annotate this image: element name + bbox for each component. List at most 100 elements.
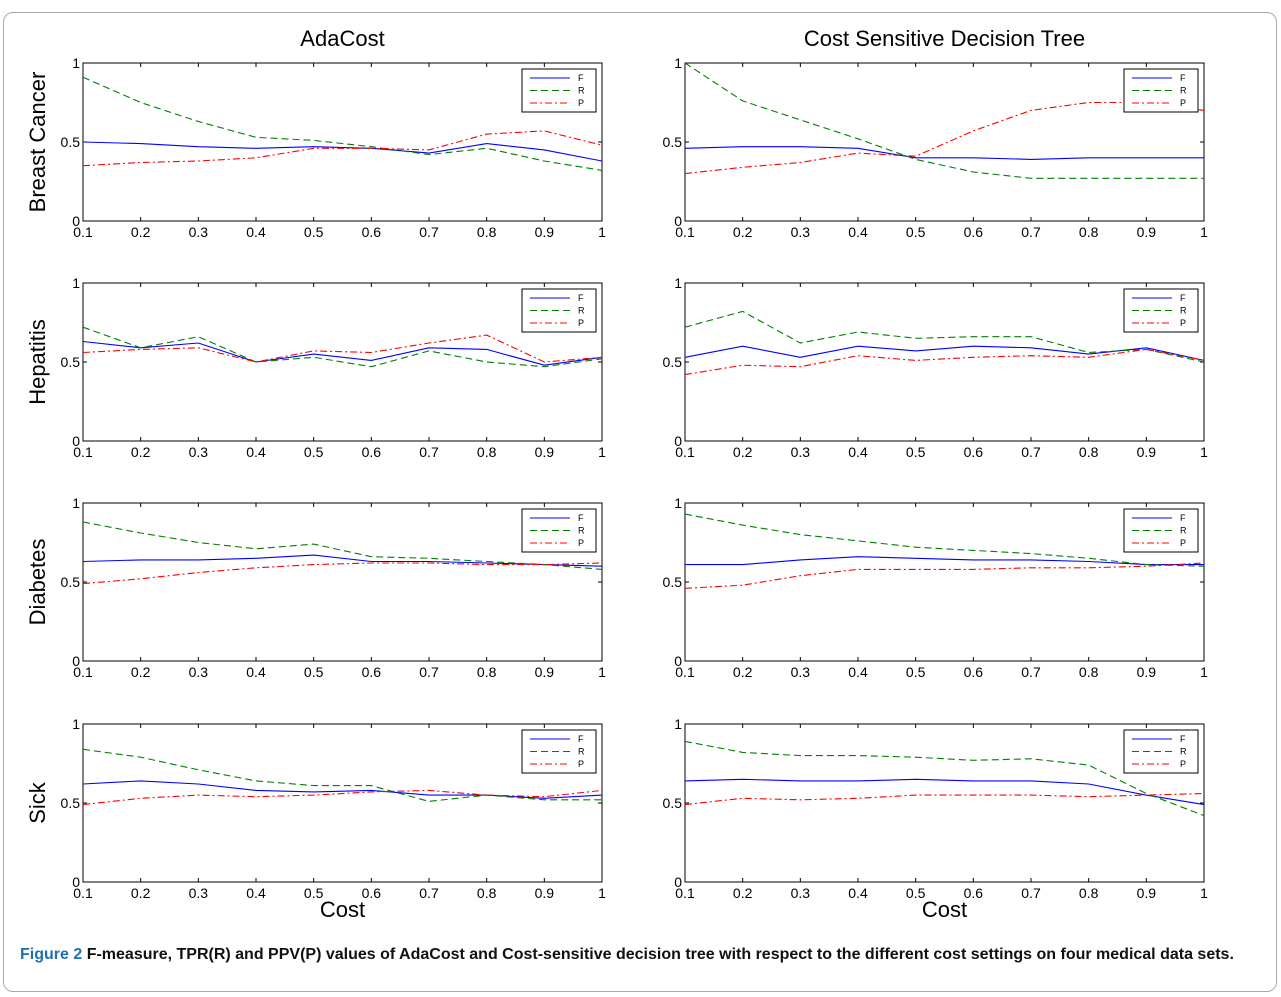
x-tick-label: 0.4 bbox=[246, 444, 266, 460]
x-tick-label: 0.3 bbox=[189, 885, 209, 901]
series-line-f bbox=[684, 345, 1205, 361]
y-tick-label: 1 bbox=[72, 716, 80, 732]
legend-label-p: P bbox=[1180, 538, 1186, 548]
series-line-f bbox=[82, 554, 603, 567]
x-tick-label: 0.3 bbox=[791, 224, 811, 240]
x-tick-label: 0.2 bbox=[733, 444, 753, 460]
row-label: Breast Cancer bbox=[25, 72, 50, 213]
series-line-f bbox=[82, 141, 603, 162]
x-tick-label: 0.3 bbox=[791, 664, 811, 680]
y-tick-label: 0.5 bbox=[663, 134, 683, 150]
x-tick-label: 0.3 bbox=[189, 444, 209, 460]
x-tick-label: 0.1 bbox=[675, 885, 695, 901]
y-tick-label: 0 bbox=[674, 874, 682, 890]
x-tick-label: 0.5 bbox=[906, 224, 926, 240]
legend-label-r: R bbox=[578, 86, 585, 96]
y-tick-label: 1 bbox=[72, 55, 80, 71]
x-tick-label: 0.4 bbox=[848, 224, 868, 240]
series-line-p bbox=[82, 334, 603, 363]
series-line-r bbox=[82, 326, 603, 368]
legend-label-r: R bbox=[578, 306, 585, 316]
x-tick-label: 0.8 bbox=[477, 444, 497, 460]
x-tick-label: 1 bbox=[1200, 885, 1208, 901]
x-tick-label: 0.1 bbox=[675, 224, 695, 240]
x-tick-label: 1 bbox=[598, 444, 606, 460]
y-tick-label: 1 bbox=[674, 716, 682, 732]
x-tick-label: 0.7 bbox=[419, 664, 439, 680]
y-tick-label: 0 bbox=[674, 433, 682, 449]
series-line-r bbox=[684, 513, 1205, 567]
x-tick-label: 0.5 bbox=[906, 664, 926, 680]
y-tick-label: 0.5 bbox=[61, 574, 81, 590]
x-tick-label: 0.1 bbox=[675, 444, 695, 460]
x-tick-label: 0.7 bbox=[1021, 885, 1041, 901]
x-tick-label: 0.8 bbox=[477, 885, 497, 901]
x-tick-label: 1 bbox=[1200, 444, 1208, 460]
x-tick-label: 1 bbox=[1200, 664, 1208, 680]
legend-label-p: P bbox=[1180, 98, 1186, 108]
x-tick-label: 1 bbox=[1200, 224, 1208, 240]
x-tick-label: 0.6 bbox=[964, 885, 984, 901]
legend-label-p: P bbox=[1180, 759, 1186, 769]
y-tick-label: 0.5 bbox=[61, 134, 81, 150]
x-tick-label: 0.3 bbox=[189, 664, 209, 680]
series-line-p bbox=[82, 562, 603, 585]
series-line-f bbox=[685, 556, 1204, 566]
x-axis-label: Cost bbox=[922, 897, 967, 922]
column-title: Cost Sensitive Decision Tree bbox=[804, 26, 1085, 51]
legend-label-r: R bbox=[1180, 306, 1187, 316]
x-tick-label: 0.6 bbox=[362, 885, 382, 901]
legend-label-p: P bbox=[578, 759, 584, 769]
x-tick-label: 0.5 bbox=[304, 885, 324, 901]
x-tick-label: 0.3 bbox=[189, 224, 209, 240]
x-tick-label: 0.9 bbox=[1137, 664, 1157, 680]
figure-caption-text: F-measure, TPR(R) and PPV(P) values of A… bbox=[86, 946, 1234, 963]
x-tick-label: 0.7 bbox=[419, 444, 439, 460]
x-tick-label: 0.5 bbox=[304, 224, 324, 240]
x-tick-label: 0.5 bbox=[304, 444, 324, 460]
x-tick-label: 0.2 bbox=[733, 664, 753, 680]
x-tick-label: 0.4 bbox=[246, 224, 266, 240]
x-tick-label: 0.1 bbox=[675, 664, 695, 680]
legend-label-p: P bbox=[578, 98, 584, 108]
figure-caption: Figure 2 F-measure, TPR(R) and PPV(P) va… bbox=[20, 944, 1260, 966]
series-line-p bbox=[82, 789, 603, 806]
legend-label-p: P bbox=[578, 538, 584, 548]
y-tick-label: 1 bbox=[674, 275, 682, 291]
x-tick-label: 1 bbox=[598, 885, 606, 901]
y-tick-label: 0 bbox=[674, 213, 682, 229]
x-tick-label: 0.2 bbox=[131, 224, 151, 240]
x-tick-label: 0.2 bbox=[733, 224, 753, 240]
x-tick-label: 0.5 bbox=[906, 885, 926, 901]
x-tick-label: 0.6 bbox=[362, 444, 382, 460]
legend-label-r: R bbox=[1180, 86, 1187, 96]
row-label: Hepatitis bbox=[25, 319, 50, 405]
legend-label-r: R bbox=[1180, 526, 1187, 536]
x-tick-label: 0.9 bbox=[1137, 224, 1157, 240]
legend-label-p: P bbox=[578, 318, 584, 328]
legend-label-f: F bbox=[578, 513, 584, 523]
legend-label-r: R bbox=[578, 526, 585, 536]
y-tick-label: 0.5 bbox=[61, 354, 81, 370]
x-tick-label: 0.7 bbox=[419, 885, 439, 901]
x-tick-label: 0.1 bbox=[73, 444, 93, 460]
x-tick-label: 0.4 bbox=[246, 664, 266, 680]
figure-frame bbox=[3, 12, 1277, 992]
x-tick-label: 0.7 bbox=[1021, 444, 1041, 460]
y-tick-label: 1 bbox=[72, 275, 80, 291]
x-tick-label: 1 bbox=[598, 224, 606, 240]
x-tick-label: 0.4 bbox=[848, 444, 868, 460]
y-tick-label: 1 bbox=[674, 55, 682, 71]
x-tick-label: 0.8 bbox=[1079, 885, 1099, 901]
figure-label: Figure 2 bbox=[20, 946, 83, 963]
x-tick-label: 0.1 bbox=[73, 664, 93, 680]
series-line-p bbox=[684, 562, 1205, 589]
x-tick-label: 0.9 bbox=[535, 224, 555, 240]
x-tick-label: 0.9 bbox=[535, 664, 555, 680]
series-line-p bbox=[684, 792, 1205, 806]
y-tick-label: 0 bbox=[72, 874, 80, 890]
y-tick-label: 1 bbox=[674, 495, 682, 511]
legend-label-f: F bbox=[578, 73, 584, 83]
y-tick-label: 0 bbox=[72, 433, 80, 449]
legend-label-f: F bbox=[1180, 734, 1186, 744]
